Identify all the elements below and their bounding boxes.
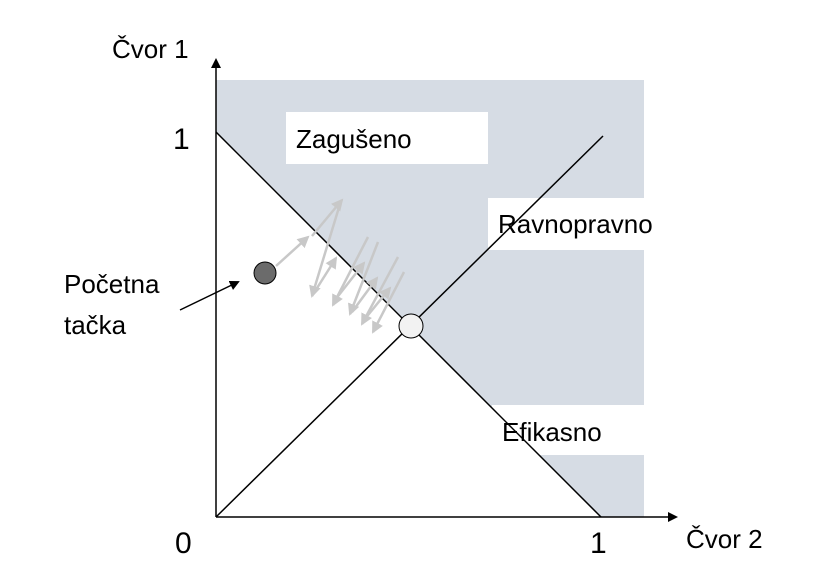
start-pointer-arrow [180, 282, 238, 310]
fair-label: Ravnopravno [498, 209, 653, 239]
y-tick-label: 1 [173, 123, 190, 156]
start-point-dot [254, 262, 276, 284]
congested-label: Zagušeno [296, 124, 412, 154]
start-point-label-line1: Početna [64, 269, 160, 299]
y-axis-label: Čvor 1 [112, 34, 189, 64]
origin-label: 0 [175, 527, 192, 560]
optimum-point-dot [399, 314, 423, 338]
start-point-label-line2: tačka [64, 310, 127, 340]
efficient-label: Efikasno [502, 417, 602, 447]
trajectory-arrow [312, 258, 336, 296]
x-axis-label: Čvor 2 [686, 524, 763, 554]
x-tick-label: 1 [590, 527, 607, 560]
trajectory-arrow [335, 263, 364, 300]
trajectory-arrow [276, 237, 308, 266]
